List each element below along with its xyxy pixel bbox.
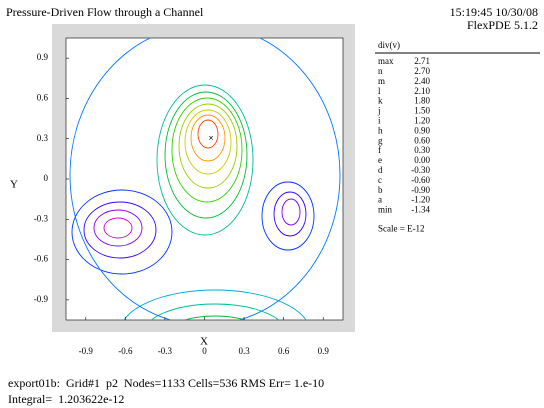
contour-line (184, 109, 232, 175)
contour-line (150, 303, 280, 320)
x-tick-label: 0.9 (318, 346, 330, 356)
legend-value: 2.70 (414, 66, 430, 76)
contour-line (123, 289, 307, 320)
contour-line (69, 38, 341, 320)
contours (69, 38, 341, 320)
contour-line (190, 114, 226, 162)
contour-line (164, 91, 248, 219)
legend-letter: h (378, 125, 383, 135)
legend-value: 2.10 (414, 86, 430, 96)
software: FlexPDE 5.1.2 (467, 18, 538, 32)
legend-letter: l (378, 86, 381, 96)
timestamp: 15:19:45 10/30/08 (450, 5, 538, 19)
x-tick-label: 0.3 (238, 346, 250, 356)
contour-line (273, 191, 307, 237)
x-axis-label: X (200, 336, 208, 348)
legend-value: 1.20 (414, 115, 430, 125)
legend-letter: c (378, 175, 382, 185)
y-tick-label: -0.3 (34, 213, 49, 223)
legend-value: 1.80 (414, 96, 430, 106)
legend-letter: j (377, 106, 381, 116)
footer-line: export01b: Grid#1 p2 Nodes=1133 Cells=53… (8, 376, 324, 390)
peak-marker: × (209, 133, 214, 143)
contour-line (197, 119, 219, 149)
chart-title: Pressure-Driven Flow through a Channel (6, 5, 204, 19)
contour-line (171, 97, 243, 203)
x-tick-label: -0.6 (118, 346, 133, 356)
legend-title: div(v) (378, 40, 400, 50)
contour-line (103, 217, 133, 239)
legend-scale: Scale = E-12 (378, 224, 425, 234)
legend-letter: b (378, 185, 383, 195)
legend-letter: f (378, 145, 381, 155)
contour-line (261, 181, 315, 251)
y-axis-label: Y (10, 179, 18, 191)
legend-value: -0.60 (411, 175, 430, 185)
legend-letter: e (378, 155, 382, 165)
y-tick-label: 0.9 (37, 52, 49, 62)
legend-min-value: -1.34 (411, 205, 430, 215)
x-tick-label: -0.9 (79, 346, 94, 356)
legend-letter: m (378, 76, 385, 86)
contour-line (83, 201, 157, 259)
legend-letter: g (378, 135, 383, 145)
legend-value: 0.30 (414, 145, 430, 155)
legend-letter: a (378, 195, 382, 205)
legend-value: 2.40 (414, 76, 430, 86)
contour-line (93, 209, 143, 247)
legend-letter: n (378, 66, 383, 76)
contour-line (156, 84, 254, 236)
contour-line (281, 198, 301, 226)
legend-value: -1.20 (411, 195, 430, 205)
contour-line (183, 315, 247, 320)
contour-line (71, 189, 173, 275)
legend-letter: d (378, 165, 383, 175)
legend-min-label: min (378, 205, 393, 215)
legend-value: -0.90 (411, 185, 430, 195)
x-tick-label: 0.6 (278, 346, 290, 356)
y-tick-label: 0 (44, 173, 49, 183)
legend-value: 0.60 (414, 135, 430, 145)
contour-line (178, 103, 238, 189)
legend-value: 0.90 (414, 125, 430, 135)
plot-area (65, 37, 344, 321)
legend-value: 1.50 (414, 106, 430, 116)
legend-letter: i (378, 115, 381, 125)
y-tick-label: -0.6 (34, 254, 49, 264)
footer-line: Integral= 1.203622e-12 (8, 392, 124, 406)
legend-letter: k (378, 96, 383, 106)
legend-value: 0.00 (414, 155, 430, 165)
y-tick-label: 0.6 (37, 92, 49, 102)
x-tick-label: 0 (202, 346, 207, 356)
y-tick-label: -0.9 (34, 294, 49, 304)
x-tick-label: -0.3 (158, 346, 173, 356)
legend-max-value: 2.71 (414, 56, 430, 66)
legend-value: -0.30 (411, 165, 430, 175)
legend-max-label: max (378, 56, 394, 66)
y-tick-label: 0.3 (37, 133, 49, 143)
